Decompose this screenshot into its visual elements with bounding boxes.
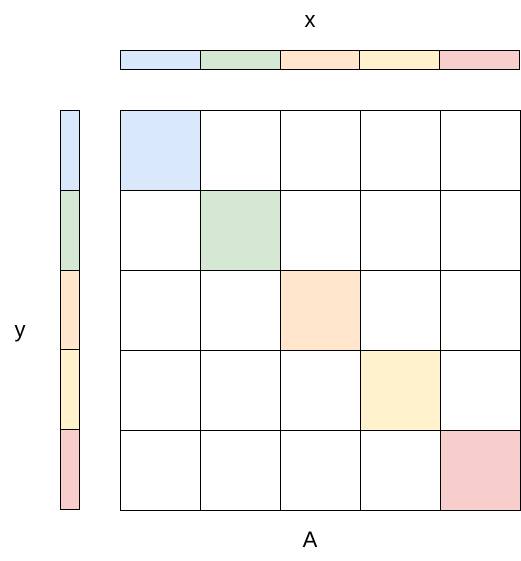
- matrix-cell-3-1: [121, 271, 201, 351]
- matrix-cell-1-2: [201, 111, 281, 191]
- x-vector-segment-4: [359, 50, 441, 70]
- matrix-diagonal-cell-4-4: [361, 351, 441, 431]
- y-vector-segment-1: [60, 110, 80, 191]
- x-vector-segment-1: [120, 50, 201, 70]
- matrix-cell-1-3: [281, 111, 361, 191]
- x-vector-segment-2: [199, 50, 281, 70]
- matrix-cell-3-2: [201, 271, 281, 351]
- y-vector-segment-4: [60, 349, 80, 431]
- matrix-label: A: [302, 527, 318, 552]
- x-label: x: [304, 7, 316, 32]
- matrix-cell-4-2: [201, 351, 281, 431]
- matrix-cell-2-1: [121, 191, 201, 271]
- matrix-cell-5-3: [281, 431, 361, 511]
- matrix-cell-2-4: [361, 191, 441, 271]
- y-vector-segment-2: [60, 189, 80, 271]
- matrix-cell-2-5: [441, 191, 521, 271]
- matrix-cell-4-1: [121, 351, 201, 431]
- y-vector-segment-3: [60, 269, 80, 351]
- matrix-cell-2-3: [281, 191, 361, 271]
- y-vector: [60, 110, 80, 510]
- matrix-cell-4-5: [441, 351, 521, 431]
- matrix-diagonal-cell-5-5: [441, 431, 521, 511]
- matrix-cell-5-2: [201, 431, 281, 511]
- x-vector-segment-5: [439, 50, 520, 70]
- x-vector: [120, 50, 520, 70]
- matrix-cell-1-4: [361, 111, 441, 191]
- matrix-a: [120, 110, 521, 511]
- matrix-diagonal-cell-2-2: [201, 191, 281, 271]
- matrix-cell-5-4: [361, 431, 441, 511]
- y-vector-segment-5: [60, 429, 80, 510]
- matrix-cell-5-1: [121, 431, 201, 511]
- matrix-cell-1-5: [441, 111, 521, 191]
- matrix-cell-3-4: [361, 271, 441, 351]
- matrix-cell-3-5: [441, 271, 521, 351]
- matrix-cell-4-3: [281, 351, 361, 431]
- matrix-diagonal-cell-1-1: [121, 111, 201, 191]
- y-label: y: [14, 317, 26, 342]
- x-vector-segment-3: [279, 50, 361, 70]
- matrix-diagonal-cell-3-3: [281, 271, 361, 351]
